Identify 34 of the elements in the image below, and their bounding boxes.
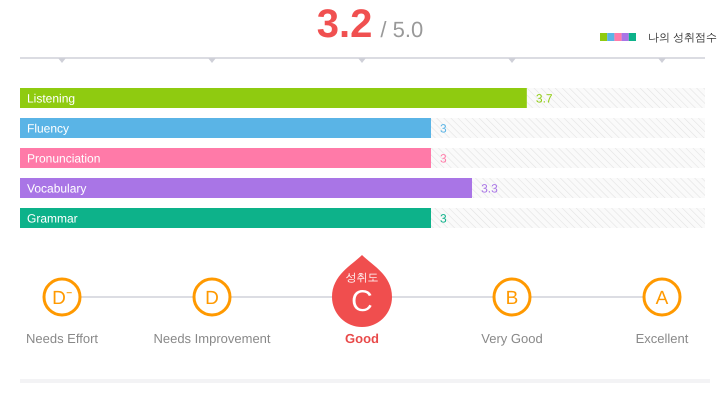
category-label: Good [345,331,380,346]
text: B [506,288,518,309]
bar [431,208,705,228]
category-label: Excellent [636,331,689,346]
legend-label: 나의 성취점수 [648,32,718,44]
y-tick-label: Pronunciation [27,152,100,166]
data-label: 3.7 [536,92,553,106]
bar [20,148,431,168]
data-label: 3 [440,152,447,166]
text: A [656,288,668,309]
data-label: 3 [440,122,447,136]
text: C [351,285,373,318]
text: D⁻ [52,288,72,309]
y-tick-label: Grammar [27,212,78,226]
y-tick-label: Fluency [27,122,70,136]
data-label: 3 [440,212,447,226]
text: 성취도 [346,272,378,284]
y-tick-label: Vocabulary [27,182,86,196]
bar [20,178,472,198]
bar [431,118,705,138]
bar [431,148,705,168]
bar [472,178,705,198]
text: D [205,288,219,309]
chart-title: 3.2 [316,2,372,46]
category-label: Needs Effort [26,331,98,346]
category-label: Very Good [481,331,543,346]
data-label: 3.3 [481,182,498,196]
bar [526,88,705,108]
bar [20,88,527,108]
chart-subtitle: / 5.0 [380,17,424,42]
category-label: Needs Improvement [153,331,271,346]
bar [20,118,431,138]
bar [20,208,431,228]
y-tick-label: Listening [27,92,76,106]
